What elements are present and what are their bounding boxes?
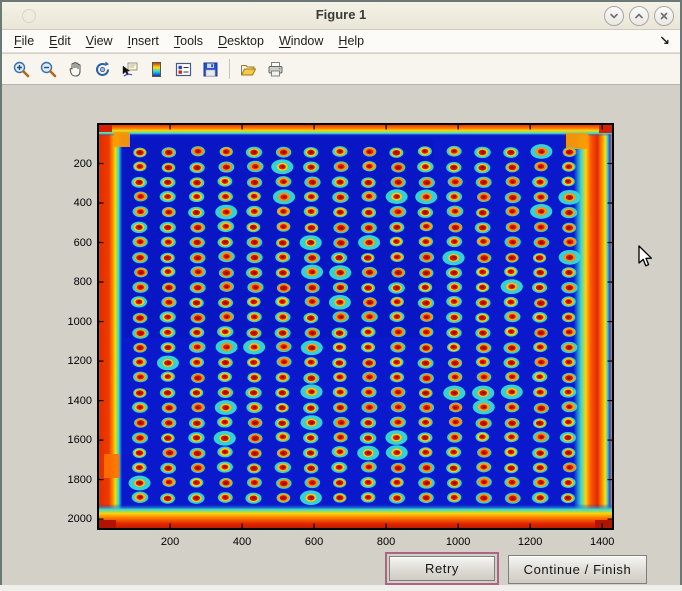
legend-icon (175, 62, 192, 76)
microplate-heatmap-image (98, 124, 613, 529)
y-tick-label: 1400 (67, 394, 92, 407)
print-figure-button[interactable] (262, 56, 289, 83)
menu-item-help[interactable]: Help (338, 34, 365, 48)
close-icon (660, 12, 668, 20)
zoom-in-icon (13, 61, 30, 77)
x-tick-label: 1200 (517, 536, 543, 548)
open-folder-icon (241, 64, 256, 75)
title-bar: Figure 1 (2, 2, 680, 30)
menu-bar: File Edit View Insert Tools Desktop Window Help… (2, 30, 680, 53)
dock-figure-icon[interactable]: ↘ (659, 33, 670, 48)
x-tick-label: 400 (232, 536, 252, 548)
zoom-out-button[interactable] (35, 56, 62, 83)
window-title: Figure 1 (315, 7, 367, 22)
y-tick-label: 400 (73, 197, 92, 210)
menu-items: File Edit View Insert Tools Desktop Window Help (14, 34, 379, 48)
maximize-button[interactable] (629, 6, 649, 26)
axes-image[interactable] (97, 123, 614, 530)
zoom-in-button[interactable] (8, 56, 35, 83)
menu-item-tools[interactable]: Tools (173, 34, 204, 48)
insert-colorbar-button[interactable] (143, 56, 170, 83)
menu-item-window[interactable]: Window (278, 34, 324, 48)
data-cursor-icon (122, 62, 138, 76)
desktop-strip (0, 585, 682, 591)
save-icon (203, 62, 218, 76)
menu-item-desktop[interactable]: Desktop (218, 34, 264, 48)
printer-icon (268, 61, 283, 76)
figure-toolbar (2, 54, 680, 85)
x-tick-label: 1000 (445, 536, 471, 548)
menu-item-insert[interactable]: Insert (127, 34, 159, 48)
save-figure-button[interactable] (197, 56, 224, 83)
pan-hand-icon (69, 61, 81, 77)
x-tick-label: 1400 (589, 536, 615, 548)
chevron-down-icon (610, 13, 618, 19)
close-button[interactable] (654, 6, 674, 26)
x-tick-label: 200 (160, 536, 180, 548)
rotate-3d-button[interactable] (89, 56, 116, 83)
retry-button[interactable]: Retry (389, 556, 495, 581)
menu-item-view[interactable]: View (85, 34, 113, 48)
colorbar-icon (152, 61, 161, 77)
y-tick-label: 600 (73, 236, 92, 249)
minimize-button[interactable] (604, 6, 624, 26)
y-tick-label: 800 (73, 276, 92, 289)
toolbar-separator (229, 59, 230, 79)
open-file-button[interactable] (235, 56, 262, 83)
mouse-cursor (638, 245, 653, 267)
y-tick-label: 1200 (67, 355, 92, 368)
retry-button-focus-ring: Retry (385, 552, 499, 585)
window-menu-icon[interactable] (22, 9, 36, 23)
menu-item-file[interactable]: File (14, 34, 35, 48)
insert-legend-button[interactable] (170, 56, 197, 83)
zoom-out-icon (40, 61, 57, 77)
window-controls (604, 6, 674, 26)
rotate-3d-icon (96, 61, 109, 76)
y-tick-label: 1600 (67, 434, 92, 447)
x-tick-label: 800 (376, 536, 396, 548)
continue-finish-button[interactable]: Continue / Finish (508, 555, 647, 584)
y-tick-label: 200 (73, 157, 92, 170)
data-cursor-button[interactable] (116, 56, 143, 83)
pan-button[interactable] (62, 56, 89, 83)
figure-canvas: 200 400 600 800 1000 1200 1400 200 400 600 800 100… (2, 86, 680, 585)
y-tick-label: 2000 (67, 513, 92, 526)
chevron-up-icon (635, 13, 643, 19)
y-tick-label: 1000 (67, 315, 92, 328)
x-tick-label: 600 (304, 536, 324, 548)
menu-item-edit[interactable]: Edit (49, 34, 71, 48)
y-tick-label: 1800 (67, 473, 92, 486)
